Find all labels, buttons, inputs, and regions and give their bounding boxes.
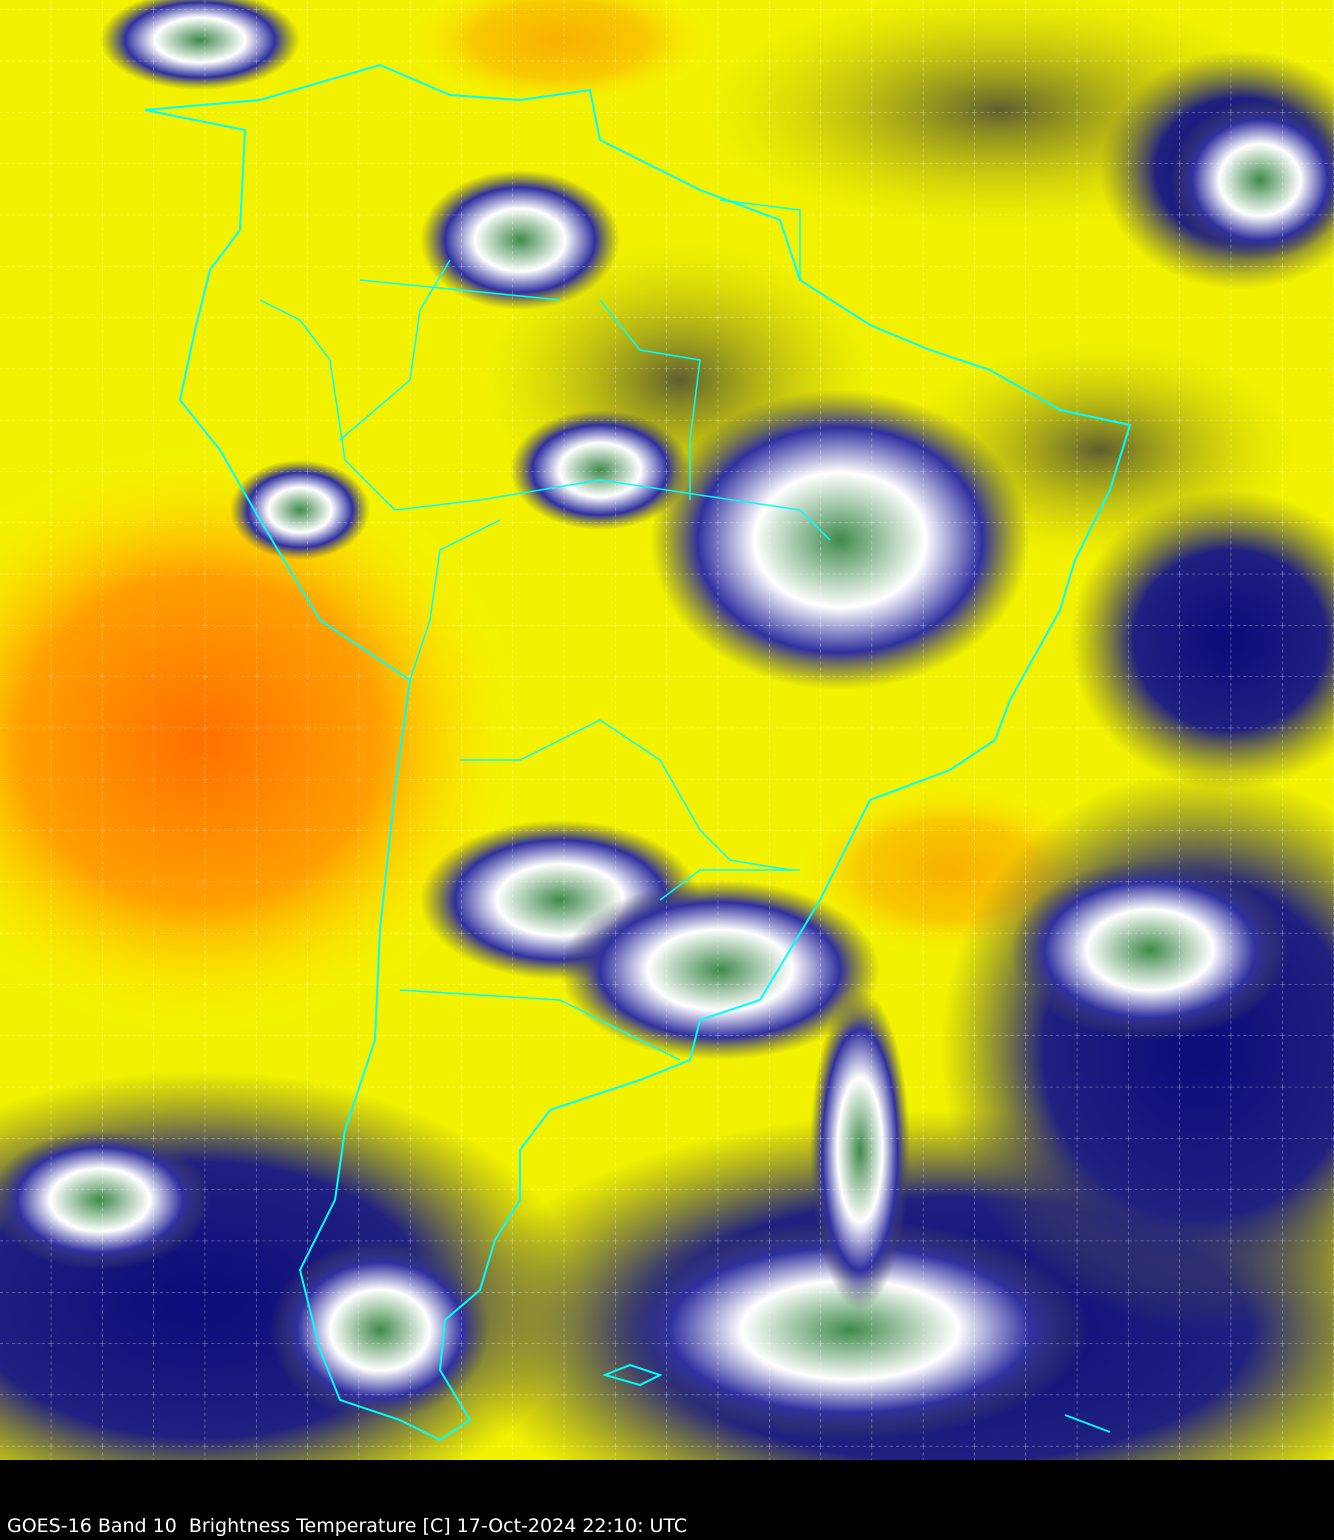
satellite-map <box>0 0 1334 1460</box>
coastline-south-america <box>144 63 1132 1442</box>
lat-lon-grid <box>0 0 1334 1460</box>
country-borders <box>259 199 831 1061</box>
islands-falklands <box>601 1363 1111 1433</box>
image-caption: GOES-16 Band 10 Brightness Temperature [… <box>7 1515 688 1537</box>
